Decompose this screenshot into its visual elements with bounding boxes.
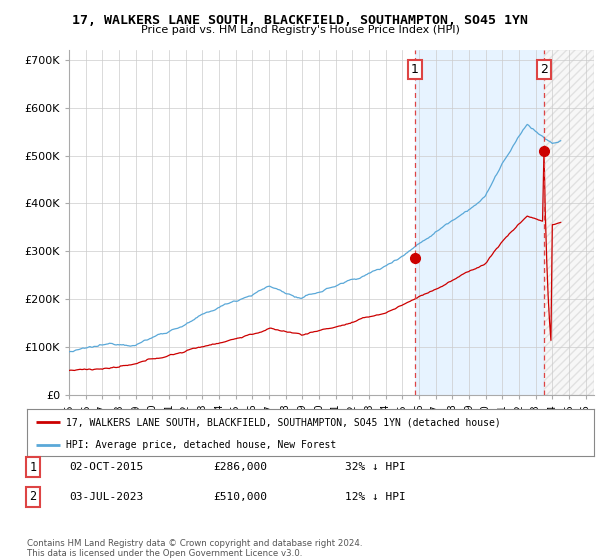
Text: 32% ↓ HPI: 32% ↓ HPI: [345, 462, 406, 472]
Text: £510,000: £510,000: [213, 492, 267, 502]
Text: 17, WALKERS LANE SOUTH, BLACKFIELD, SOUTHAMPTON, SO45 1YN: 17, WALKERS LANE SOUTH, BLACKFIELD, SOUT…: [72, 14, 528, 27]
Text: 17, WALKERS LANE SOUTH, BLACKFIELD, SOUTHAMPTON, SO45 1YN (detached house): 17, WALKERS LANE SOUTH, BLACKFIELD, SOUT…: [65, 417, 500, 427]
Text: 02-OCT-2015: 02-OCT-2015: [69, 462, 143, 472]
Bar: [415, 50, 544, 395]
Text: 2: 2: [29, 490, 37, 503]
Text: 1: 1: [29, 460, 37, 474]
Text: 2: 2: [540, 63, 548, 76]
Text: Contains HM Land Registry data © Crown copyright and database right 2024.: Contains HM Land Registry data © Crown c…: [27, 539, 362, 548]
Bar: [544, 50, 594, 395]
Text: 12% ↓ HPI: 12% ↓ HPI: [345, 492, 406, 502]
Text: This data is licensed under the Open Government Licence v3.0.: This data is licensed under the Open Gov…: [27, 549, 302, 558]
Text: 1: 1: [411, 63, 419, 76]
Text: 03-JUL-2023: 03-JUL-2023: [69, 492, 143, 502]
Text: HPI: Average price, detached house, New Forest: HPI: Average price, detached house, New …: [65, 440, 336, 450]
Text: Price paid vs. HM Land Registry's House Price Index (HPI): Price paid vs. HM Land Registry's House …: [140, 25, 460, 35]
Text: £286,000: £286,000: [213, 462, 267, 472]
